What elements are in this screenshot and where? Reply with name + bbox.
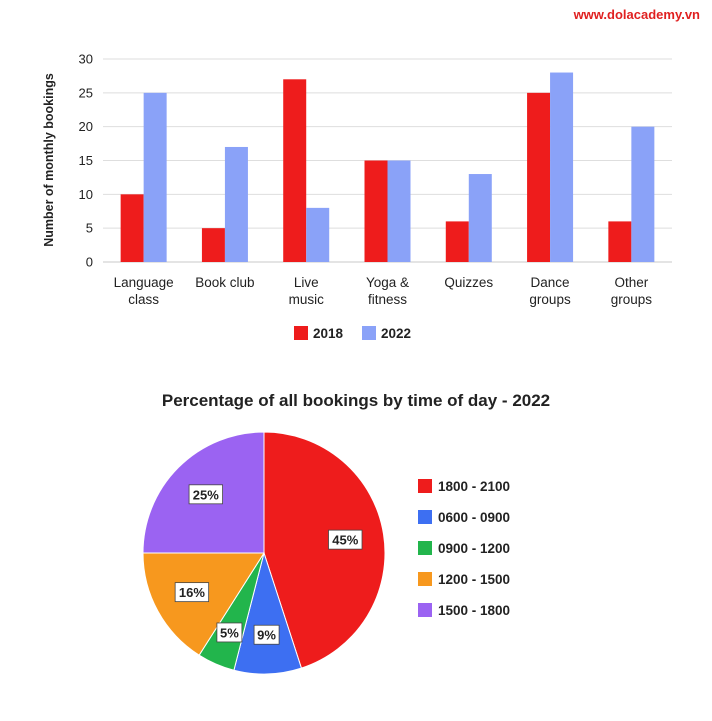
bar-2022	[468, 174, 492, 262]
pie-label: 16%	[179, 585, 205, 600]
y-tick-label: 30	[79, 52, 93, 67]
pie-label-box	[253, 624, 280, 645]
pie-chart-title: Percentage of all bookings by time of da…	[162, 391, 550, 410]
pie-label: 45%	[332, 533, 358, 548]
bar-2022	[306, 207, 330, 262]
bar-chart-y-axis-label: Number of monthly bookings	[42, 73, 56, 247]
legend-label: 0900 - 1200	[438, 541, 510, 556]
x-tick-label: Language	[114, 275, 174, 290]
x-tick-label: class	[128, 292, 159, 307]
legend-label: 1800 - 2100	[438, 479, 510, 494]
watermark: www.dolacademy.vn	[573, 7, 700, 22]
pie-label-box	[188, 484, 223, 505]
bar-2022	[143, 92, 167, 262]
bar-2018	[608, 221, 632, 262]
bar-2022	[224, 146, 248, 262]
pie-label: 25%	[193, 487, 219, 502]
pie-slice	[263, 431, 386, 669]
x-tick-label: groups	[611, 292, 653, 307]
y-tick-label: 10	[79, 187, 93, 202]
pie-label-box	[328, 529, 363, 550]
pie-label: 5%	[220, 625, 239, 640]
pie-chart-legend: 1800 - 2100 0600 - 0900 0900 - 1200 1200 - …	[418, 479, 510, 618]
legend-label: 1500 - 1800	[438, 603, 510, 618]
legend-swatch	[418, 572, 432, 586]
bar-chart-bars	[120, 72, 655, 263]
bar-2022	[387, 160, 411, 262]
bar-2018	[364, 160, 388, 262]
bar-2018	[527, 92, 551, 262]
pie-slice	[142, 552, 265, 656]
bar-2018	[120, 194, 144, 262]
bar-chart-x-ticks: Language class Book club Live music Yoga & fit…	[114, 275, 653, 307]
y-tick-label: 20	[79, 119, 93, 134]
legend-swatch	[418, 603, 432, 617]
legend-swatch	[418, 541, 432, 555]
bar-2022	[631, 126, 655, 263]
legend-swatch	[418, 479, 432, 493]
pie-label-box	[174, 582, 210, 603]
pie-label: 9%	[257, 628, 276, 643]
x-tick-label: Book club	[195, 275, 254, 290]
x-tick-label: Live	[294, 275, 319, 290]
x-tick-label: Quizzes	[444, 275, 493, 290]
bar-2022	[550, 72, 574, 263]
bar-chart-legend: 2018 2022	[294, 326, 411, 341]
bar-2018	[201, 228, 225, 262]
x-tick-label: Other	[614, 275, 648, 290]
y-tick-label: 25	[79, 85, 93, 100]
legend-label: 1200 - 1500	[438, 572, 510, 587]
y-tick-label: 15	[79, 153, 93, 168]
y-tick-label: 0	[86, 255, 93, 270]
bar-chart: 0 5 10 15 20 25 30 Language class Book club Live m…	[42, 52, 672, 341]
legend-swatch	[294, 326, 308, 340]
legend-label: 2022	[381, 326, 411, 341]
x-tick-label: Dance	[531, 275, 570, 290]
legend-label: 0600 - 0900	[438, 510, 510, 525]
bar-2018	[283, 79, 307, 262]
legend-swatch	[362, 326, 376, 340]
x-tick-label: groups	[529, 292, 571, 307]
pie-label-box	[216, 622, 243, 643]
legend-swatch	[418, 510, 432, 524]
legend-label: 2018	[313, 326, 344, 341]
y-tick-label: 5	[86, 221, 93, 236]
bar-chart-y-ticks: 0 5 10 15 20 25 30	[79, 52, 93, 270]
x-tick-label: Yoga &	[366, 275, 409, 290]
pie-chart: Percentage of all bookings by time of da…	[142, 391, 550, 675]
x-tick-label: music	[289, 292, 325, 307]
bar-2018	[445, 221, 469, 262]
x-tick-label: fitness	[368, 292, 407, 307]
pie-chart-slice-labels: 45% 9% 5% 16% 25%	[174, 484, 363, 645]
pie-chart-slices	[142, 431, 386, 675]
